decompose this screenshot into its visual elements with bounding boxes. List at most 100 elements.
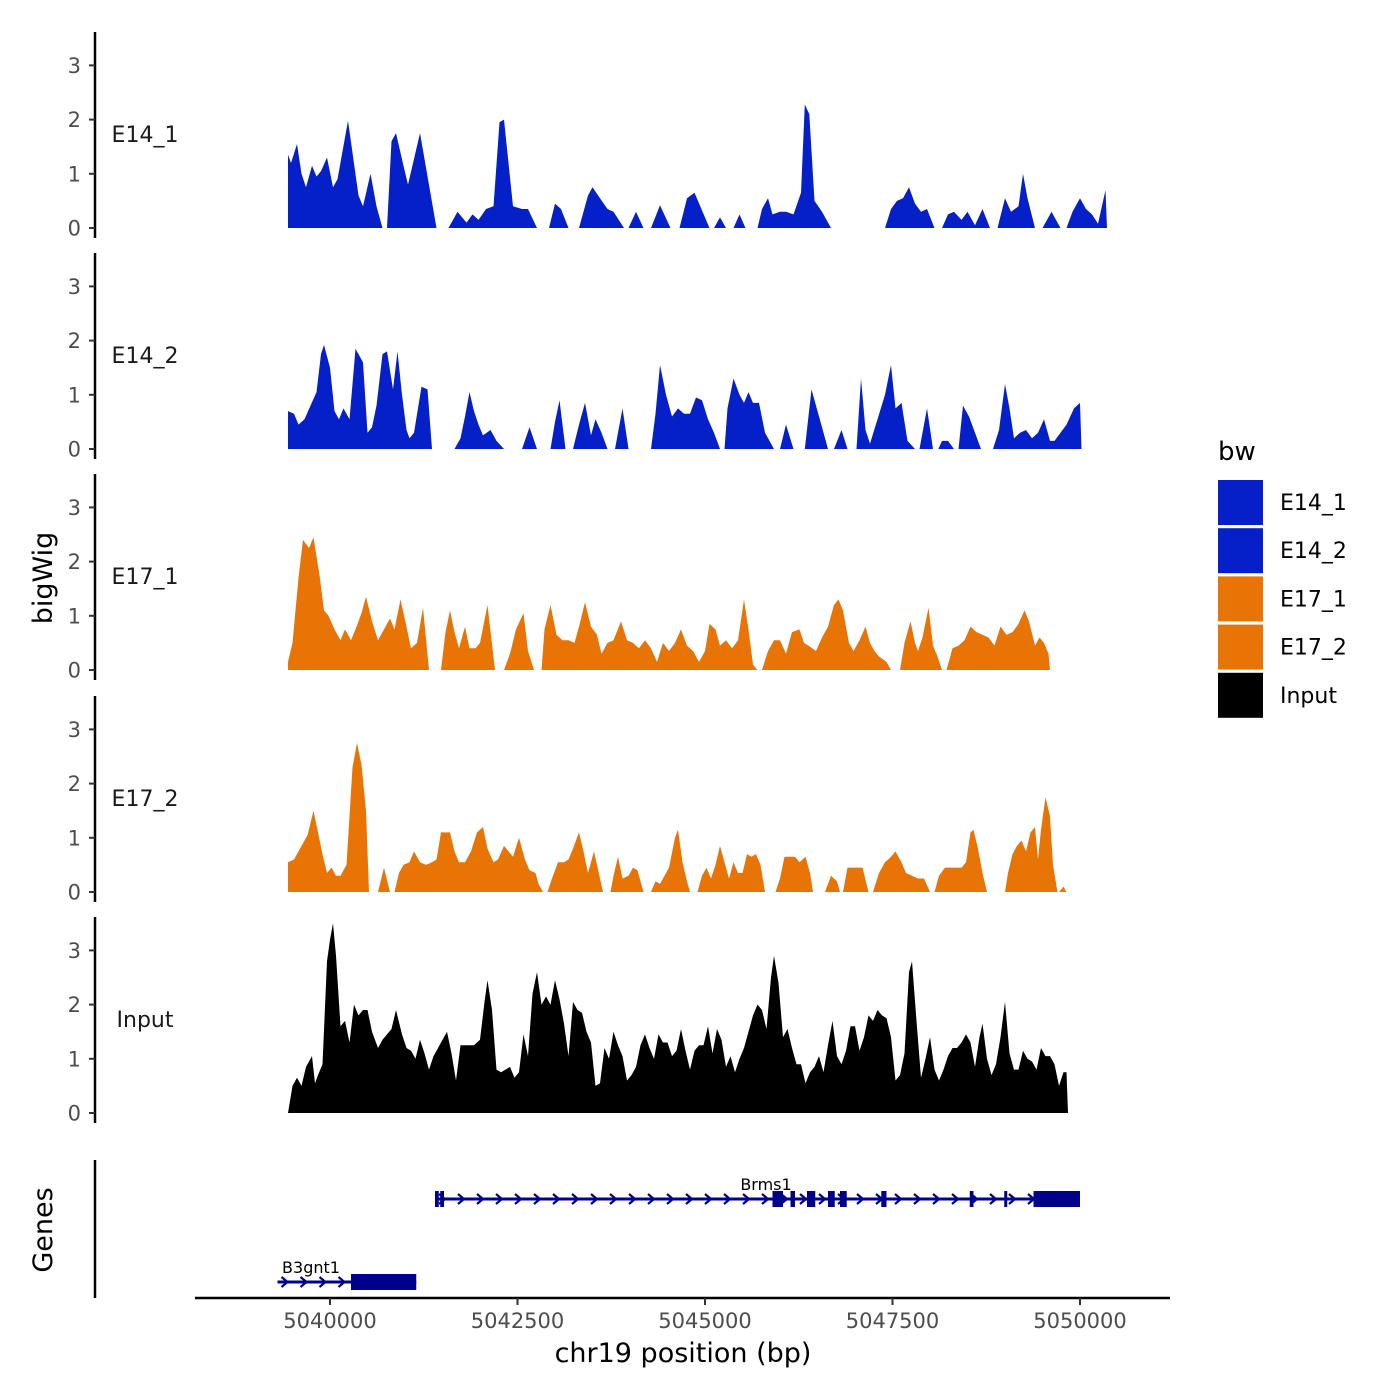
exon — [435, 1191, 439, 1207]
panel-input: 0 1 2 3 Input — [68, 917, 1068, 1126]
strand-arrow — [495, 1193, 504, 1205]
strand-arrow — [1008, 1193, 1017, 1205]
strand-arrow — [552, 1193, 561, 1205]
x-axis: 5040000 5042500 5045000 5047500 5050000 — [195, 1296, 1170, 1333]
y-tick-label: 3 — [68, 718, 81, 742]
strand-arrow — [590, 1193, 599, 1205]
y-tick-label: 0 — [68, 217, 81, 241]
legend-label-e14_1: E14_1 — [1280, 491, 1347, 516]
x-tick-label: 5042500 — [471, 1309, 565, 1333]
strand-arrow — [894, 1193, 903, 1205]
strand-arrow — [571, 1193, 580, 1205]
x-tick-label: 5045000 — [658, 1309, 752, 1333]
y-tick-label: 2 — [68, 993, 81, 1017]
x-tick-label: 5040000 — [283, 1309, 377, 1333]
gene-b3gnt1: B3gnt1 — [277, 1258, 417, 1290]
legend-label-e17_2: E17_2 — [1280, 636, 1347, 661]
y-tick-label: 2 — [68, 108, 81, 132]
strand-arrow — [818, 1193, 827, 1205]
strand-arrow — [913, 1193, 922, 1205]
legend-title: bw — [1218, 437, 1256, 467]
area-e14_2 — [288, 344, 1082, 449]
exon — [351, 1274, 417, 1290]
gene-label: Brms1 — [740, 1175, 791, 1194]
y-tick-label: 3 — [68, 496, 81, 520]
exon — [1033, 1191, 1080, 1207]
x-tick-label: 5047500 — [846, 1309, 940, 1333]
y-tick-label: 0 — [68, 659, 81, 683]
y-tick-label: 2 — [68, 550, 81, 574]
gene-track: Brms1 B3gnt1 — [93, 1160, 1080, 1298]
strand-arrow — [932, 1193, 941, 1205]
legend-swatch-e14_2 — [1218, 528, 1263, 574]
strand-arrow — [704, 1193, 713, 1205]
gene-brms1: Brms1 — [435, 1175, 1080, 1207]
panel-e17_1: 0 1 2 3 E17_1 — [68, 474, 1050, 683]
exon — [440, 1191, 444, 1207]
legend-label-e17_1: E17_1 — [1280, 587, 1347, 612]
strand-arrow — [533, 1193, 542, 1205]
genes-axis-title: Genes — [28, 1187, 59, 1272]
exon — [840, 1191, 847, 1207]
y-tick-label: 0 — [68, 438, 81, 462]
strand-arrow — [318, 1276, 328, 1288]
legend-label-input: Input — [1280, 684, 1337, 709]
y-tick-label: 3 — [68, 939, 81, 963]
y-axis-title: bigWig — [28, 532, 59, 625]
track-panels: 0 1 2 3 E14_1 0 1 2 3 E14_2 0 1 2 3 E17_1 0 1 2 3 E17_2 0 1 2 3… — [68, 32, 1107, 1126]
legend-swatch-input — [1218, 672, 1263, 718]
strand-arrow — [666, 1193, 675, 1205]
y-tick-label: 3 — [68, 275, 81, 299]
strand-arrow — [609, 1193, 618, 1205]
track-label: E14_1 — [112, 123, 179, 148]
area-e14_1 — [288, 104, 1107, 228]
strand-arrow — [514, 1193, 523, 1205]
exon — [807, 1191, 816, 1207]
x-tick-label: 5050000 — [1033, 1309, 1127, 1333]
track-label: E17_1 — [112, 565, 179, 590]
track-label: Input — [117, 1008, 174, 1033]
strand-arrow — [989, 1193, 998, 1205]
strand-arrow — [856, 1193, 865, 1205]
legend-swatch-e17_2 — [1218, 624, 1263, 670]
y-tick-label: 0 — [68, 881, 81, 905]
y-tick-label: 0 — [68, 1102, 81, 1126]
y-tick-label: 1 — [68, 604, 81, 628]
area-e17_1 — [288, 537, 1050, 670]
strand-arrow — [761, 1193, 770, 1205]
exon — [828, 1191, 835, 1207]
legend-swatch-e17_1 — [1218, 576, 1263, 622]
panel-e17_2: 0 1 2 3 E17_2 — [68, 696, 1067, 905]
legend-swatch-e14_1 — [1218, 480, 1263, 525]
strand-arrow — [685, 1193, 694, 1205]
strand-arrow — [457, 1193, 466, 1205]
gene-label: B3gnt1 — [282, 1258, 340, 1277]
y-tick-label: 2 — [68, 329, 81, 353]
y-tick-label: 1 — [68, 162, 81, 186]
y-tick-label: 1 — [68, 383, 81, 407]
x-axis-title: chr19 position (bp) — [555, 1338, 812, 1369]
strand-arrow — [628, 1193, 637, 1205]
y-tick-label: 2 — [68, 772, 81, 796]
strand-arrow — [742, 1193, 751, 1205]
strand-arrow — [951, 1193, 960, 1205]
exon — [772, 1191, 783, 1207]
track-label: E17_2 — [112, 787, 179, 812]
y-tick-label: 1 — [68, 1047, 81, 1071]
panel-e14_1: 0 1 2 3 E14_1 — [68, 32, 1107, 241]
strand-arrow — [476, 1193, 485, 1205]
exon — [790, 1191, 795, 1207]
strand-arrow — [723, 1193, 732, 1205]
area-e17_2 — [288, 743, 1067, 892]
strand-arrow — [337, 1276, 347, 1288]
strand-arrow — [299, 1276, 309, 1288]
area-input — [288, 923, 1068, 1113]
exon — [1004, 1191, 1008, 1207]
strand-arrow — [280, 1276, 290, 1288]
panel-e14_2: 0 1 2 3 E14_2 — [68, 253, 1082, 462]
y-tick-label: 1 — [68, 826, 81, 850]
strand-arrow — [647, 1193, 656, 1205]
legend: bw E14_1 E14_2 E17_1 E17_2 Input — [1218, 437, 1347, 718]
exon — [969, 1191, 974, 1207]
